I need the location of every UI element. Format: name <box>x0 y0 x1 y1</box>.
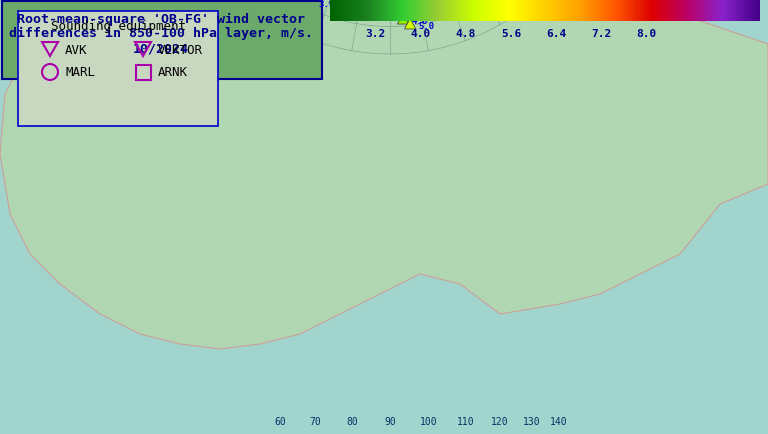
Text: 90: 90 <box>384 416 396 426</box>
Text: 7.2: 7.2 <box>591 29 611 39</box>
Text: 110: 110 <box>456 416 474 426</box>
Text: 80: 80 <box>346 416 358 426</box>
FancyBboxPatch shape <box>2 2 322 80</box>
Polygon shape <box>439 0 450 6</box>
Polygon shape <box>306 0 316 8</box>
Polygon shape <box>455 1 465 12</box>
Polygon shape <box>462 4 474 14</box>
Text: 100: 100 <box>419 416 437 426</box>
Text: MARL: MARL <box>65 66 95 79</box>
Text: 10/2024: 10/2024 <box>133 42 189 55</box>
Text: 3.9: 3.9 <box>398 7 414 16</box>
Text: Sounding equipment: Sounding equipment <box>51 20 186 33</box>
Polygon shape <box>398 14 409 25</box>
FancyBboxPatch shape <box>18 12 218 127</box>
Text: 70: 70 <box>309 416 320 426</box>
Text: 4.6: 4.6 <box>411 17 427 26</box>
Text: 3.2: 3.2 <box>365 29 386 39</box>
Text: 5.3: 5.3 <box>476 7 492 15</box>
Text: 130: 130 <box>522 416 540 426</box>
Polygon shape <box>0 0 768 349</box>
Text: 8.0: 8.0 <box>637 29 657 39</box>
Text: differences in 850-100 hPa layer, m/s.: differences in 850-100 hPa layer, m/s. <box>9 27 313 40</box>
Text: AVK: AVK <box>65 43 88 56</box>
Polygon shape <box>391 10 402 20</box>
Text: 4.6: 4.6 <box>404 12 420 21</box>
Polygon shape <box>385 4 396 14</box>
Text: 3.9: 3.9 <box>319 0 335 9</box>
Text: 4.0: 4.0 <box>410 29 431 39</box>
Bar <box>136 66 151 81</box>
Text: Root-mean-square 'OB-FG' wind vector: Root-mean-square 'OB-FG' wind vector <box>17 13 305 26</box>
Text: 3.5: 3.5 <box>452 0 468 7</box>
Text: 60: 60 <box>274 416 286 426</box>
Text: 4.7: 4.7 <box>468 4 484 13</box>
Polygon shape <box>405 20 415 30</box>
Text: 120: 120 <box>492 416 509 426</box>
Text: 5.0: 5.0 <box>418 22 434 31</box>
Text: 4.8: 4.8 <box>455 29 476 39</box>
Text: 4.0: 4.0 <box>460 1 476 10</box>
Text: 6.4: 6.4 <box>546 29 567 39</box>
Text: 5.6: 5.6 <box>501 29 521 39</box>
Text: ARNK: ARNK <box>158 66 188 79</box>
Polygon shape <box>446 0 458 9</box>
Text: 140: 140 <box>550 416 568 426</box>
Text: VEKTOR: VEKTOR <box>158 43 203 56</box>
